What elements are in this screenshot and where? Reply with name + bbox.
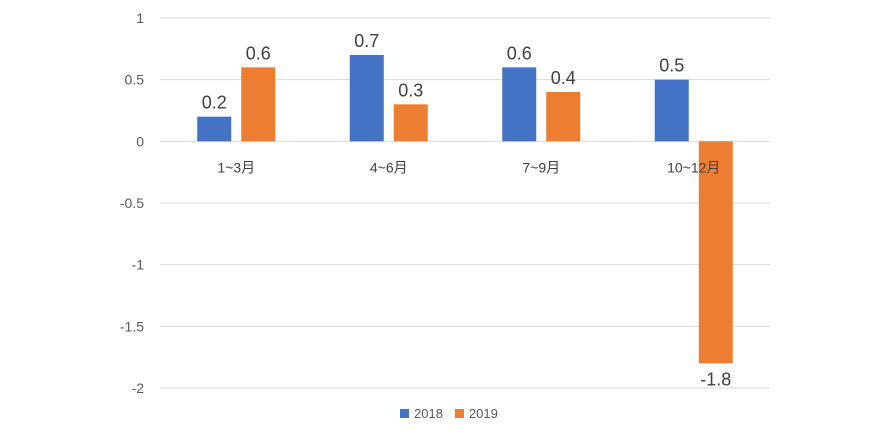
y-tick-label: 0 [136, 133, 144, 149]
y-tick-label: -1 [132, 257, 145, 273]
legend-item-2018: 2018 [400, 406, 443, 421]
y-tick-label: -1.5 [120, 318, 144, 334]
bar-2019 [241, 67, 276, 142]
y-tick-label: 0.5 [125, 72, 145, 88]
bar-2019 [393, 104, 428, 142]
category-label: 1~3月 [217, 159, 255, 175]
legend-label-2018: 2018 [414, 406, 443, 421]
data-label: 0.3 [398, 80, 423, 100]
data-label: 0.4 [551, 68, 576, 88]
bar-2018 [197, 116, 232, 142]
data-label: 0.7 [354, 31, 379, 51]
bar-2019 [698, 141, 733, 364]
legend-label-2019: 2019 [468, 406, 498, 421]
y-tick-label: -2 [132, 380, 145, 396]
bar-2019 [546, 92, 581, 142]
y-tick-label: -0.5 [120, 195, 144, 211]
bar-2018 [349, 55, 384, 142]
category-label: 10~12月 [667, 159, 720, 175]
category-label: 4~6月 [370, 159, 408, 175]
legend: 2018 2019 [400, 406, 498, 421]
data-label: 0.2 [202, 93, 227, 113]
bar-2018 [654, 79, 689, 142]
data-label: 0.5 [659, 56, 684, 76]
legend-item-2019: 2019 [454, 406, 498, 421]
bar-2018 [502, 67, 537, 142]
category-label: 7~9月 [522, 159, 560, 175]
data-label: 0.6 [246, 43, 271, 63]
data-label: -1.8 [700, 369, 731, 389]
legend-swatch-2018 [400, 409, 409, 418]
y-tick-label: 1 [136, 10, 144, 26]
data-label: 0.6 [507, 43, 532, 63]
legend-swatch-2019 [454, 409, 464, 418]
